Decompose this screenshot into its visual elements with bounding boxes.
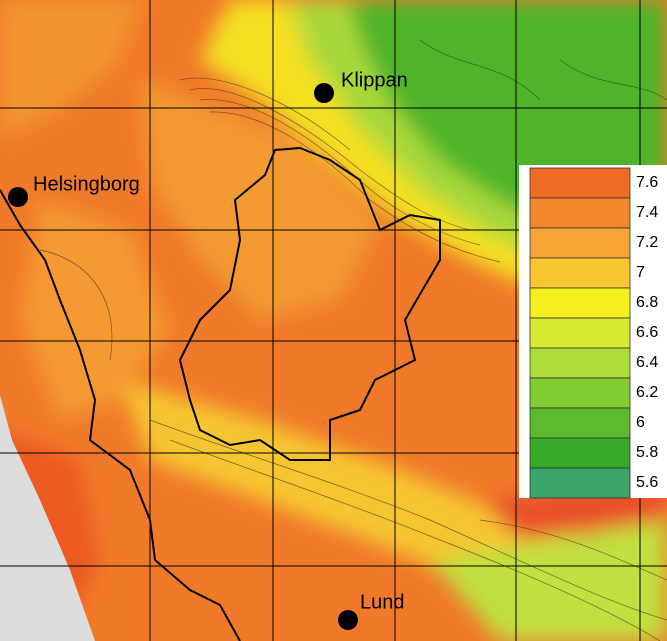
legend-swatch bbox=[529, 287, 631, 319]
legend-swatch bbox=[529, 467, 631, 499]
legend-swatch bbox=[529, 377, 631, 409]
legend: 7.6 7.4 7.2 7 6.8 6.6 6.4 6.2 6 5.8 5.6 bbox=[519, 165, 667, 499]
legend-label: 7.4 bbox=[636, 204, 658, 221]
legend-swatch bbox=[529, 407, 631, 439]
place-marker bbox=[314, 83, 334, 103]
legend-label: 6.4 bbox=[636, 354, 658, 371]
legend-label: 6.6 bbox=[636, 324, 658, 341]
contour-lines bbox=[39, 39, 667, 641]
legend-label: 7 bbox=[636, 264, 645, 281]
places: Klippan Helsingborg Lund bbox=[8, 69, 408, 630]
legend-swatch bbox=[529, 197, 631, 229]
legend-swatch bbox=[529, 317, 631, 349]
legend-swatch bbox=[529, 167, 631, 199]
legend-swatch bbox=[529, 347, 631, 379]
boundaries bbox=[0, 146, 441, 641]
legend-label: 6.8 bbox=[636, 294, 658, 311]
legend-label: 6 bbox=[636, 414, 645, 431]
legend-swatch bbox=[529, 257, 631, 289]
legend-label: 5.8 bbox=[636, 444, 658, 461]
place-marker bbox=[338, 610, 358, 630]
place-label: Klippan bbox=[341, 69, 408, 91]
legend-label: 7.6 bbox=[636, 174, 658, 191]
place-label: Helsingborg bbox=[33, 173, 140, 195]
legend-label: 5.6 bbox=[636, 474, 658, 491]
place-label: Lund bbox=[360, 591, 405, 613]
legend-swatch bbox=[529, 437, 631, 469]
legend-swatch bbox=[529, 227, 631, 259]
legend-label: 6.2 bbox=[636, 384, 658, 401]
legend-label: 7.2 bbox=[636, 234, 658, 251]
place-marker bbox=[8, 187, 28, 207]
